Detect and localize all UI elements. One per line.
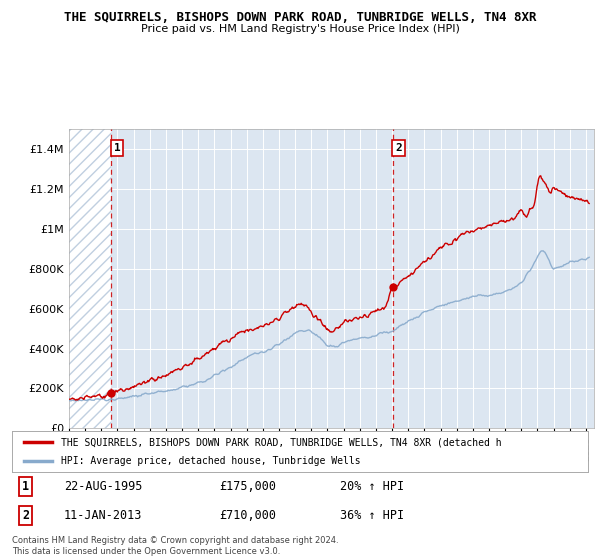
Text: 11-JAN-2013: 11-JAN-2013	[64, 509, 142, 522]
Text: 22-AUG-1995: 22-AUG-1995	[64, 479, 142, 493]
Text: HPI: Average price, detached house, Tunbridge Wells: HPI: Average price, detached house, Tunb…	[61, 456, 361, 466]
Text: £175,000: £175,000	[220, 479, 277, 493]
Text: Price paid vs. HM Land Registry's House Price Index (HPI): Price paid vs. HM Land Registry's House …	[140, 24, 460, 34]
Text: 1: 1	[22, 479, 29, 493]
Text: 2: 2	[22, 509, 29, 522]
Text: THE SQUIRRELS, BISHOPS DOWN PARK ROAD, TUNBRIDGE WELLS, TN4 8XR (detached h: THE SQUIRRELS, BISHOPS DOWN PARK ROAD, T…	[61, 437, 502, 447]
Bar	[69, 129, 112, 428]
Text: Contains HM Land Registry data © Crown copyright and database right 2024.
This d: Contains HM Land Registry data © Crown c…	[12, 536, 338, 556]
Text: 20% ↑ HPI: 20% ↑ HPI	[340, 479, 404, 493]
Text: 36% ↑ HPI: 36% ↑ HPI	[340, 509, 404, 522]
Text: 2: 2	[395, 143, 402, 153]
Text: THE SQUIRRELS, BISHOPS DOWN PARK ROAD, TUNBRIDGE WELLS, TN4 8XR: THE SQUIRRELS, BISHOPS DOWN PARK ROAD, T…	[64, 11, 536, 24]
Text: 1: 1	[114, 143, 121, 153]
Text: £710,000: £710,000	[220, 509, 277, 522]
